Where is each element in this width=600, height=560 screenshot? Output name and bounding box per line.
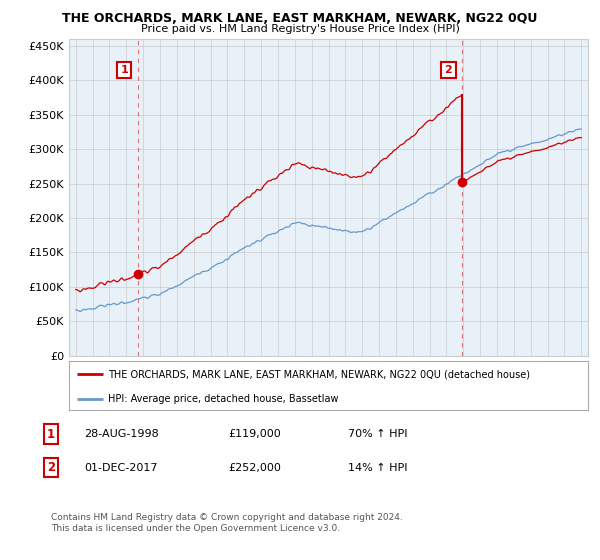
Text: 01-DEC-2017: 01-DEC-2017: [84, 463, 157, 473]
Text: Price paid vs. HM Land Registry's House Price Index (HPI): Price paid vs. HM Land Registry's House …: [140, 24, 460, 34]
Text: Contains HM Land Registry data © Crown copyright and database right 2024.: Contains HM Land Registry data © Crown c…: [51, 513, 403, 522]
Text: 1: 1: [47, 427, 55, 441]
Text: HPI: Average price, detached house, Bassetlaw: HPI: Average price, detached house, Bass…: [108, 394, 338, 404]
Text: 28-AUG-1998: 28-AUG-1998: [84, 429, 159, 439]
Text: This data is licensed under the Open Government Licence v3.0.: This data is licensed under the Open Gov…: [51, 524, 340, 533]
Text: 70% ↑ HPI: 70% ↑ HPI: [348, 429, 407, 439]
Text: 14% ↑ HPI: 14% ↑ HPI: [348, 463, 407, 473]
Text: 1: 1: [120, 65, 128, 75]
Text: THE ORCHARDS, MARK LANE, EAST MARKHAM, NEWARK, NG22 0QU (detached house): THE ORCHARDS, MARK LANE, EAST MARKHAM, N…: [108, 370, 530, 380]
Text: 2: 2: [445, 65, 452, 75]
Text: £119,000: £119,000: [228, 429, 281, 439]
Text: 2: 2: [47, 461, 55, 474]
Text: THE ORCHARDS, MARK LANE, EAST MARKHAM, NEWARK, NG22 0QU: THE ORCHARDS, MARK LANE, EAST MARKHAM, N…: [62, 12, 538, 25]
Text: £252,000: £252,000: [228, 463, 281, 473]
